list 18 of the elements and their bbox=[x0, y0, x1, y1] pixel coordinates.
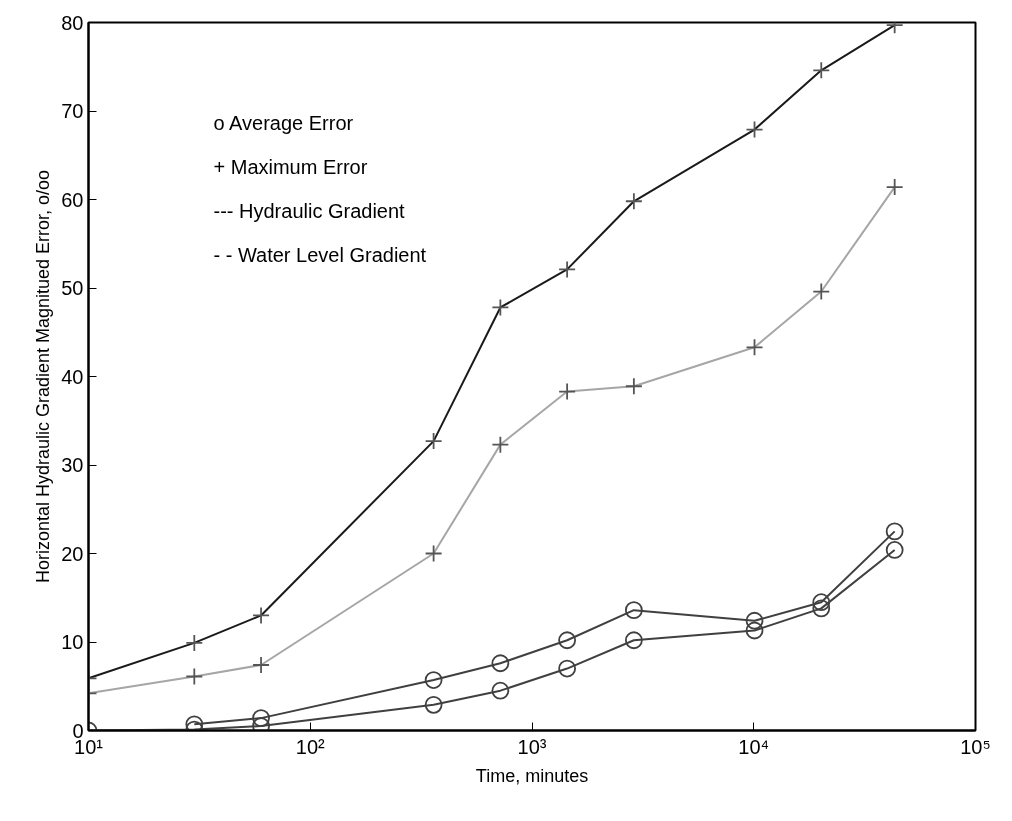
x-tick-label: 10² bbox=[295, 735, 326, 758]
y-tick-label: 30 bbox=[61, 454, 84, 476]
y-axis-title: Horizontal Hydraulic Gradient Magnitued Error, o/oo bbox=[33, 169, 54, 584]
x-tick-label: 10⁴ bbox=[738, 735, 770, 758]
x-tick-label: 10⁵ bbox=[960, 735, 991, 758]
y-tick-label: 40 bbox=[61, 365, 84, 388]
x-tick-label: 10³ bbox=[517, 735, 547, 758]
annotation: + Maximum Error bbox=[213, 155, 368, 178]
annotation: --- Hydraulic Gradient bbox=[213, 199, 406, 222]
y-tick-label: 70 bbox=[61, 100, 84, 122]
y-tick-label: 50 bbox=[61, 277, 84, 299]
y-tick-label: 60 bbox=[61, 188, 84, 211]
y-tick-label: 10 bbox=[61, 631, 84, 653]
annotation: - - Water Level Gradient bbox=[213, 243, 427, 266]
y-tick-label: 20 bbox=[61, 542, 84, 565]
annotation: o Average Error bbox=[213, 111, 354, 134]
x-axis-title: Time, minutes bbox=[475, 765, 589, 786]
y-tick-label: 80 bbox=[61, 11, 84, 34]
